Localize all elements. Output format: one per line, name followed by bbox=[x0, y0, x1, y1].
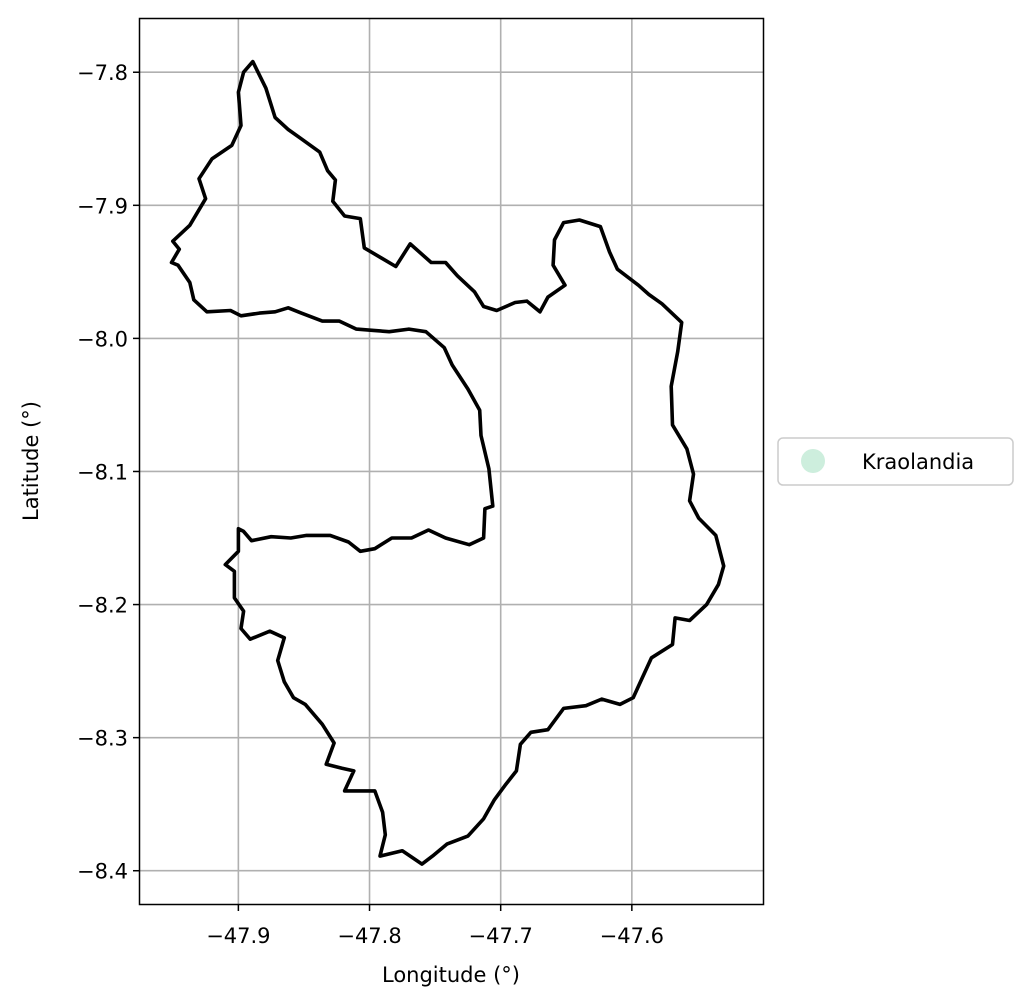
y-tick-label: −8.0 bbox=[77, 327, 128, 351]
legend: Kraolandia bbox=[777, 437, 1014, 486]
legend-box bbox=[777, 437, 1014, 486]
y-tick-label: −7.8 bbox=[77, 61, 128, 85]
y-tick-label: −7.9 bbox=[77, 194, 128, 218]
y-axis-title: Latitude (°) bbox=[19, 401, 43, 521]
legend-marker-kraolandia bbox=[801, 449, 825, 473]
x-tick-label: −47.7 bbox=[469, 924, 533, 948]
x-tick-label: −47.8 bbox=[337, 924, 401, 948]
x-tick-label: −47.6 bbox=[600, 924, 664, 948]
legend-label-kraolandia: Kraolandia bbox=[862, 450, 974, 474]
grid-lines bbox=[140, 19, 763, 904]
kraolandia-boundary bbox=[169, 59, 726, 866]
y-tick-label: −8.3 bbox=[77, 727, 128, 751]
axis-ticks: −47.9 −47.8 −47.7 −47.6 −7.8 −7.9 −8.0 −8.1 −8.2… bbox=[77, 61, 664, 948]
y-tick-label: −8.4 bbox=[77, 860, 128, 884]
y-tick-label: −8.2 bbox=[77, 594, 128, 618]
plot-frame bbox=[138, 17, 765, 906]
x-axis-title: Longitude (°) bbox=[382, 963, 520, 987]
x-tick-label: −47.9 bbox=[206, 924, 270, 948]
y-tick-label: −8.1 bbox=[77, 460, 128, 484]
